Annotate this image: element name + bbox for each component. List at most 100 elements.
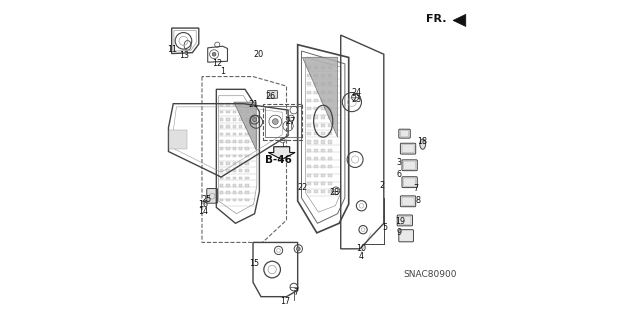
Text: 27: 27 [285,117,296,126]
FancyBboxPatch shape [397,215,413,226]
Bar [328,182,332,185]
Bar [220,118,223,121]
FancyBboxPatch shape [399,230,413,242]
Bar [314,140,318,144]
Bar [328,74,332,77]
Bar [226,191,230,194]
Text: 6: 6 [397,170,402,179]
Bar [239,169,243,172]
Bar [232,140,236,143]
Text: 3: 3 [397,158,402,167]
Polygon shape [453,14,466,26]
Bar [321,149,324,152]
Bar [307,66,311,69]
Bar [307,115,311,119]
Bar [321,99,324,102]
Text: 17: 17 [280,297,290,306]
Text: 21: 21 [248,100,259,109]
Polygon shape [170,130,187,149]
Bar [314,149,318,152]
Bar [220,177,223,179]
Bar [328,132,332,135]
Bar [245,111,249,113]
Bar [232,111,236,113]
Text: 28: 28 [330,188,339,197]
Text: 10: 10 [356,244,366,253]
Bar [321,174,324,177]
Bar [232,133,236,135]
Bar [314,165,318,168]
Text: 26: 26 [266,92,276,101]
Bar [321,132,324,135]
Bar [328,66,332,69]
Bar [226,111,230,113]
FancyBboxPatch shape [399,129,410,138]
FancyBboxPatch shape [402,160,417,171]
Circle shape [212,52,216,56]
Text: 12: 12 [212,59,222,68]
Bar [314,190,318,193]
FancyBboxPatch shape [401,196,416,207]
Bar [239,147,243,150]
Bar [239,140,243,143]
Bar [307,165,311,168]
Bar [245,118,249,121]
Bar [314,115,318,119]
Bar [307,149,311,152]
Bar [239,125,243,128]
Bar [226,199,230,201]
Bar [220,140,223,143]
Bar [226,103,230,106]
Bar [307,174,311,177]
Bar [226,147,230,150]
Text: 25: 25 [202,195,212,204]
Text: 7: 7 [413,184,419,193]
Bar [226,177,230,179]
Bar [220,133,223,135]
Bar [328,157,332,160]
Bar [307,190,311,193]
Text: 5: 5 [382,223,387,232]
FancyBboxPatch shape [207,189,218,203]
Bar [232,199,236,201]
Bar [328,115,332,119]
Bar [245,103,249,106]
Bar [245,162,249,165]
Bar [307,132,311,135]
Bar [328,82,332,85]
Bar [220,199,223,201]
Bar [226,140,230,143]
Bar [232,103,236,106]
Bar [226,169,230,172]
Bar [314,174,318,177]
Bar [239,191,243,194]
Bar [314,132,318,135]
Bar [239,155,243,157]
Bar [321,66,324,69]
FancyBboxPatch shape [268,91,278,98]
Bar [232,169,236,172]
Bar [245,155,249,157]
Bar [220,169,223,172]
Bar [328,140,332,144]
Bar [239,184,243,187]
Bar [328,190,332,193]
Bar [239,103,243,106]
Polygon shape [268,147,295,160]
Bar [245,140,249,143]
Text: 2: 2 [380,181,385,190]
Bar [226,162,230,165]
Bar [314,74,318,77]
Bar [307,82,311,85]
Bar [328,124,332,127]
Text: 8: 8 [416,197,420,205]
Bar [307,91,311,94]
Bar [321,91,324,94]
Bar [328,107,332,110]
Polygon shape [303,57,337,137]
Bar [239,199,243,201]
Bar [232,184,236,187]
Bar [321,165,324,168]
Bar [314,82,318,85]
Bar [220,162,223,165]
